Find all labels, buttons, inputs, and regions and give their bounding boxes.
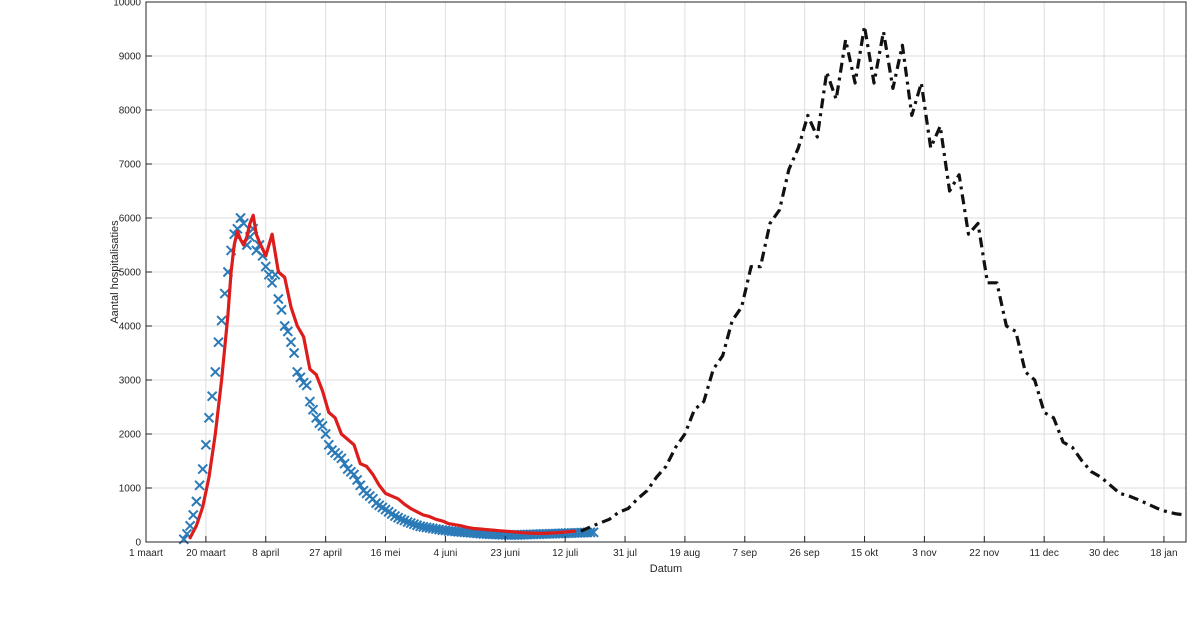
- observed-point: [301, 380, 312, 391]
- y-tick-label: 1000: [119, 484, 142, 495]
- x-tick-label: 11 dec: [1030, 548, 1059, 559]
- observed-point: [588, 527, 599, 538]
- x-axis-ticks: 1 maart 20 maart 8 april 27 april 16 mei 4 ju…: [129, 536, 1178, 559]
- x-tick-label: 8 april: [252, 548, 279, 559]
- observed-point: [260, 261, 271, 272]
- y-tick-label: 2000: [119, 430, 142, 441]
- x-tick-label: 12 juli: [552, 548, 578, 559]
- observed-point: [348, 469, 360, 480]
- observed-point: [266, 277, 278, 289]
- observed-point: [285, 336, 297, 348]
- observed-point: [206, 390, 218, 402]
- observed-point: [235, 212, 246, 224]
- y-axis-ticks: 0 1000 2000 3000 4000 5000 6000 7000 8000 9000 100…: [113, 0, 152, 549]
- observed-point: [200, 439, 212, 451]
- x-tick-label: 18 jan: [1150, 548, 1177, 559]
- observed-point: [273, 293, 284, 305]
- observed-point: [203, 412, 215, 424]
- x-tick-label: 16 mei: [371, 548, 401, 559]
- observed-point: [194, 480, 205, 491]
- y-tick-label: 4000: [119, 322, 142, 333]
- x-tick-label: 19 aug: [670, 548, 701, 559]
- observed-point: [336, 453, 347, 464]
- y-tick-label: 8000: [119, 106, 142, 117]
- x-tick-label: 26 sep: [790, 548, 820, 559]
- observed-point: [238, 218, 249, 229]
- observed-point: [323, 439, 334, 451]
- x-tick-label: 7 sep: [733, 548, 758, 559]
- observed-point: [216, 315, 227, 326]
- y-axis-label: Aantal hospitalisaties: [109, 220, 121, 324]
- observed-point: [213, 336, 224, 348]
- x-axis-label: Datum: [650, 563, 682, 575]
- y-tick-label: 7000: [119, 160, 142, 171]
- observed-point: [408, 518, 420, 530]
- x-tick-label: 3 nov: [912, 548, 936, 559]
- x-tick-label: 31 jul: [613, 548, 637, 559]
- x-tick-label: 20 maart: [186, 548, 226, 559]
- observed-point: [355, 480, 366, 491]
- y-tick-label: 6000: [119, 214, 142, 225]
- observed-point: [188, 509, 199, 521]
- y-tick-label: 5000: [119, 268, 142, 279]
- x-tick-label: 23 juni: [491, 548, 520, 559]
- projection-series-line: [580, 24, 1187, 533]
- x-tick-label: 22 nov: [969, 548, 999, 559]
- observed-point: [339, 458, 350, 469]
- observed-point: [295, 372, 306, 383]
- observed-point: [320, 428, 331, 440]
- observed-point: [405, 517, 416, 529]
- observed-point: [310, 412, 322, 424]
- y-tick-label: 10000: [113, 0, 141, 9]
- x-tick-label: 1 maart: [129, 548, 163, 559]
- y-tick-label: 3000: [119, 376, 142, 387]
- y-tick-label: 9000: [119, 52, 142, 63]
- x-tick-label: 30 dec: [1089, 548, 1119, 559]
- observed-point: [210, 366, 221, 378]
- x-tick-label: 15 okt: [851, 548, 878, 559]
- x-tick-label: 4 juni: [433, 548, 457, 559]
- observed-point: [191, 496, 202, 507]
- observed-point: [351, 474, 363, 486]
- series-layer: [178, 24, 1187, 545]
- y-tick-label: 0: [135, 538, 141, 549]
- observed-point: [396, 514, 407, 525]
- observed-point: [402, 516, 413, 528]
- observed-point: [282, 326, 294, 337]
- observed-point: [292, 366, 303, 378]
- fit-series-line: [188, 213, 577, 540]
- observed-point: [197, 463, 208, 475]
- observed-point: [304, 396, 316, 407]
- observed-point: [279, 320, 290, 332]
- observed-point: [307, 404, 319, 415]
- observed-point: [288, 347, 300, 359]
- observed-point: [317, 420, 328, 432]
- x-tick-label: 27 april: [309, 548, 342, 559]
- observed-point: [276, 304, 287, 316]
